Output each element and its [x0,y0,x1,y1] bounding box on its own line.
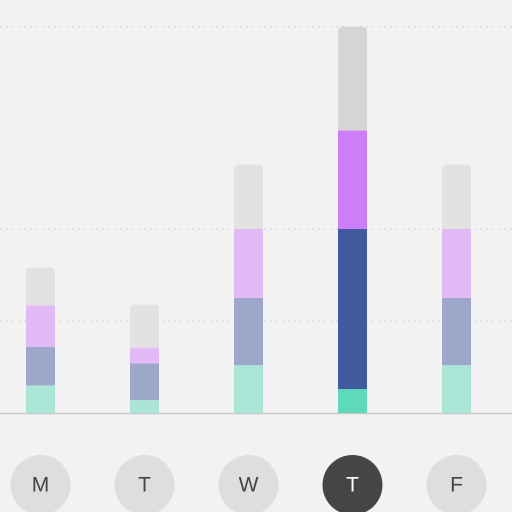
bar-segment [130,304,159,348]
bar-segment [442,365,471,413]
bar-segment [234,365,263,413]
bar-segment [130,363,159,401]
bar-segment [26,346,55,386]
bar-segment [234,298,263,366]
bar-segment [338,130,367,229]
bar-segment [338,26,367,131]
day-label: F [450,474,463,497]
day-button-selected[interactable] [322,455,383,512]
bar-segment [338,229,367,390]
day-label: T [138,474,151,497]
day-label: M [32,474,50,497]
day-button[interactable] [218,455,279,512]
day-label: W [239,474,259,497]
bar-segment [442,298,471,366]
bar-segment [234,164,263,229]
bar-segment [234,229,263,298]
bar-segment [26,305,55,347]
bar-segment [130,400,159,413]
day-button[interactable] [10,455,71,512]
bar-segment [442,164,471,229]
bar-segment [26,385,55,413]
day-button[interactable] [426,455,487,512]
day-button[interactable] [114,455,175,512]
day-label: T [346,474,359,497]
bar-segment [442,229,471,298]
bar-segment [26,267,55,306]
bar-segment [338,389,367,413]
bar-segment [130,347,159,364]
